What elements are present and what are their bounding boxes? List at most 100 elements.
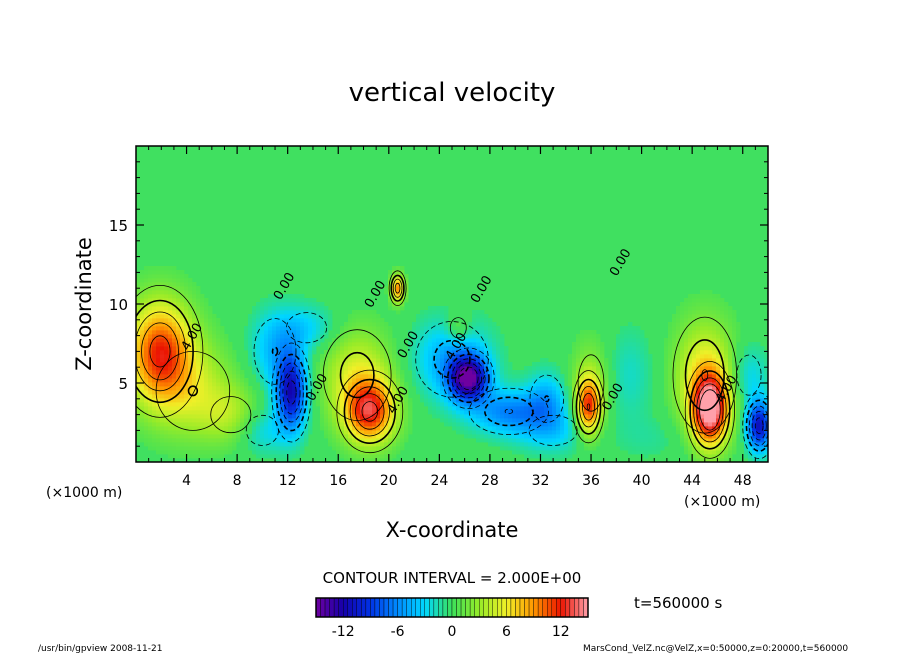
heatmap-cell	[504, 422, 509, 427]
heatmap-cell	[304, 366, 309, 371]
heatmap-cell	[284, 326, 289, 331]
heatmap-cell	[268, 430, 273, 435]
heatmap-cell	[344, 326, 349, 331]
heatmap-cell	[332, 398, 337, 403]
heatmap-cell	[532, 446, 537, 451]
heatmap-cell	[180, 366, 185, 371]
heatmap-cell	[328, 390, 333, 395]
heatmap-cell	[592, 426, 597, 431]
heatmap-cell	[556, 374, 561, 379]
heatmap-cell	[540, 422, 545, 427]
heatmap-cell	[460, 426, 465, 431]
heatmap-cell	[140, 322, 145, 327]
heatmap-cell	[708, 398, 713, 403]
heatmap-cell	[320, 330, 325, 335]
heatmap-cell	[160, 330, 165, 335]
heatmap-cell	[228, 374, 233, 379]
heatmap-cell	[332, 434, 337, 439]
heatmap-cell	[540, 386, 545, 391]
heatmap-cell	[256, 442, 261, 447]
heatmap-cell	[292, 402, 297, 407]
heatmap-cell	[308, 378, 313, 383]
heatmap-cell	[264, 402, 269, 407]
heatmap-cell	[396, 410, 401, 415]
heatmap-cell	[136, 306, 141, 311]
heatmap-cell	[176, 406, 181, 411]
heatmap-cell	[232, 398, 237, 403]
heatmap-cell	[360, 322, 365, 327]
heatmap-cell	[728, 374, 733, 379]
heatmap-cell	[592, 378, 597, 383]
heatmap-cell	[360, 374, 365, 379]
heatmap-cell	[208, 358, 213, 363]
heatmap-cell	[520, 426, 525, 431]
heatmap-cell	[744, 406, 749, 411]
heatmap-cell	[636, 450, 641, 455]
contour-line	[349, 386, 390, 437]
heatmap-cell	[380, 370, 385, 375]
heatmap-cell	[192, 418, 197, 423]
heatmap-cell	[276, 394, 281, 399]
heatmap-cell	[344, 454, 349, 459]
heatmap-cell	[676, 322, 681, 327]
heatmap-cell	[580, 346, 585, 351]
heatmap-cell	[316, 314, 321, 319]
heatmap-cell	[224, 446, 229, 451]
heatmap-cell	[160, 362, 165, 367]
heatmap-cell	[228, 446, 233, 451]
heatmap-cell	[600, 342, 605, 347]
heatmap-cell	[468, 354, 473, 359]
heatmap-cell	[188, 434, 193, 439]
heatmap-cell	[744, 450, 749, 455]
heatmap-cell	[140, 414, 145, 419]
heatmap-cell	[356, 358, 361, 363]
heatmap-cell	[160, 430, 165, 435]
heatmap-cell	[168, 414, 173, 419]
heatmap-cell	[140, 410, 145, 415]
heatmap-cell	[728, 354, 733, 359]
heatmap-cell	[724, 334, 729, 339]
heatmap-cell	[368, 346, 373, 351]
heatmap-cell	[136, 354, 141, 359]
heatmap-cell	[688, 322, 693, 327]
heatmap-cell	[632, 410, 637, 415]
heatmap-cell	[700, 430, 705, 435]
heatmap-cell	[328, 398, 333, 403]
heatmap-cell	[632, 434, 637, 439]
heatmap-cell	[444, 350, 449, 355]
heatmap-cell	[412, 374, 417, 379]
heatmap-cell	[712, 338, 717, 343]
heatmap-cell	[548, 422, 553, 427]
heatmap-cell	[136, 290, 141, 295]
heatmap-cell	[376, 342, 381, 347]
heatmap-cell	[452, 386, 457, 391]
heatmap-cell	[152, 270, 157, 275]
heatmap-cell	[368, 362, 373, 367]
heatmap-cell	[748, 422, 753, 427]
heatmap-cell	[412, 346, 417, 351]
heatmap-cell	[664, 402, 669, 407]
heatmap-cell	[560, 454, 565, 459]
heatmap-cell	[188, 402, 193, 407]
heatmap-cell	[532, 366, 537, 371]
heatmap-cell	[280, 430, 285, 435]
heatmap-cell	[264, 354, 269, 359]
heatmap-cell	[472, 322, 477, 327]
heatmap-cell	[432, 326, 437, 331]
heatmap-cell	[696, 346, 701, 351]
heatmap-cell	[152, 378, 157, 383]
heatmap-cell	[640, 330, 645, 335]
heatmap-cell	[500, 362, 505, 367]
heatmap-cell	[660, 434, 665, 439]
heatmap-cell	[744, 434, 749, 439]
heatmap-cell	[372, 418, 377, 423]
heatmap-cell	[200, 430, 205, 435]
heatmap-cell	[664, 394, 669, 399]
heatmap-cell	[716, 378, 721, 383]
heatmap-cell	[160, 382, 165, 387]
heatmap-cell	[456, 430, 461, 435]
heatmap-cell	[188, 346, 193, 351]
heatmap-cell	[636, 354, 641, 359]
heatmap-cell	[636, 374, 641, 379]
heatmap-cell	[200, 394, 205, 399]
